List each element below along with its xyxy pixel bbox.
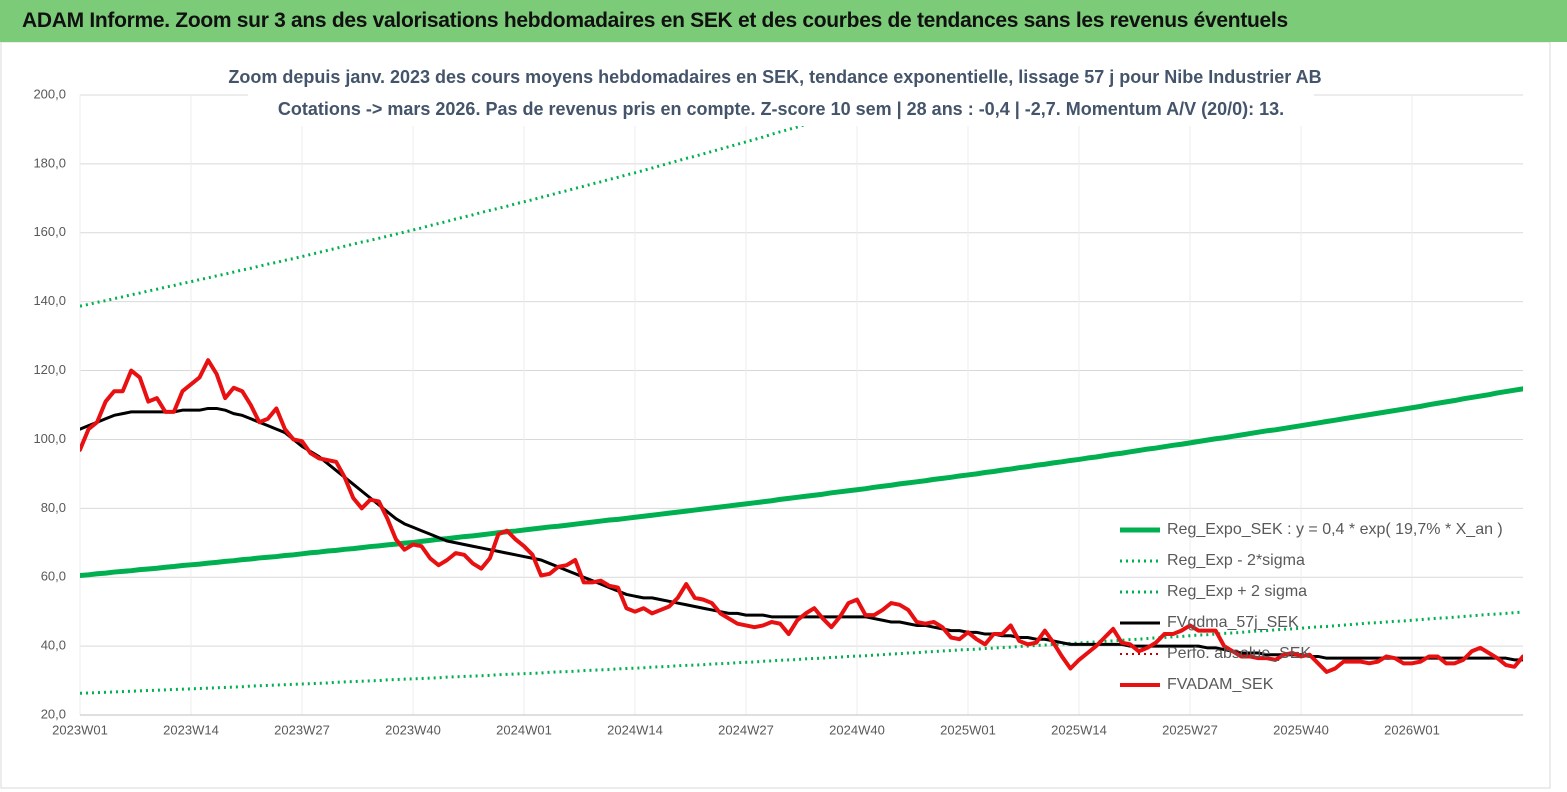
x-tick-label: 2024W01 bbox=[496, 722, 552, 737]
y-tick-label: 20,0 bbox=[41, 706, 66, 721]
x-tick-label: 2024W14 bbox=[607, 722, 663, 737]
y-tick-label: 140,0 bbox=[33, 293, 66, 308]
series-line bbox=[80, 386, 1523, 578]
legend-label: FVADAM_SEK bbox=[1167, 676, 1274, 693]
series-line bbox=[80, 358, 1523, 674]
x-tick-label: 2024W27 bbox=[718, 722, 774, 737]
x-tick-label: 2025W40 bbox=[1273, 722, 1329, 737]
y-tick-label: 80,0 bbox=[41, 500, 66, 515]
legend-label: Reg_Exp - 2*sigma bbox=[1167, 552, 1305, 569]
chart-subtitle: Cotations -> mars 2026. Pas de revenus p… bbox=[278, 99, 1284, 119]
y-tick-label: 40,0 bbox=[41, 638, 66, 653]
x-tick-label: 2023W40 bbox=[385, 722, 441, 737]
chart-title: Zoom depuis janv. 2023 des cours moyens … bbox=[228, 67, 1321, 87]
y-tick-label: 120,0 bbox=[33, 362, 66, 377]
series-line bbox=[80, 610, 1523, 695]
chart-border bbox=[0, 41, 1551, 789]
legend-label: Reg_Expo_SEK : y = 0,4 * exp( 19,7% * X_… bbox=[1167, 521, 1503, 538]
x-tick-label: 2023W27 bbox=[274, 722, 330, 737]
header-bar: ADAM Informe. Zoom sur 3 ans des valoris… bbox=[0, 0, 1567, 42]
y-tick-label: 60,0 bbox=[41, 569, 66, 584]
x-tick-label: 2023W01 bbox=[52, 722, 108, 737]
x-tick-label: 2025W14 bbox=[1051, 722, 1107, 737]
x-tick-label: 2024W40 bbox=[829, 722, 885, 737]
y-tick-label: 180,0 bbox=[33, 155, 66, 170]
x-tick-label: 2025W27 bbox=[1162, 722, 1218, 737]
title-box bbox=[248, 60, 1314, 126]
legend-label: Reg_Exp + 2 sigma bbox=[1167, 583, 1307, 600]
y-tick-label: 100,0 bbox=[33, 431, 66, 446]
header-title: ADAM Informe. Zoom sur 3 ans des valoris… bbox=[22, 9, 1288, 32]
y-tick-label: 200,0 bbox=[33, 86, 66, 101]
x-tick-label: 2026W01 bbox=[1384, 722, 1440, 737]
legend-label: FVgdma_57j_SEK bbox=[1167, 614, 1299, 631]
y-tick-label: 160,0 bbox=[33, 224, 66, 239]
x-tick-label: 2023W14 bbox=[163, 722, 219, 737]
x-tick-label: 2025W01 bbox=[940, 722, 996, 737]
legend-label: Perfo. absolue_SEK bbox=[1167, 645, 1311, 662]
